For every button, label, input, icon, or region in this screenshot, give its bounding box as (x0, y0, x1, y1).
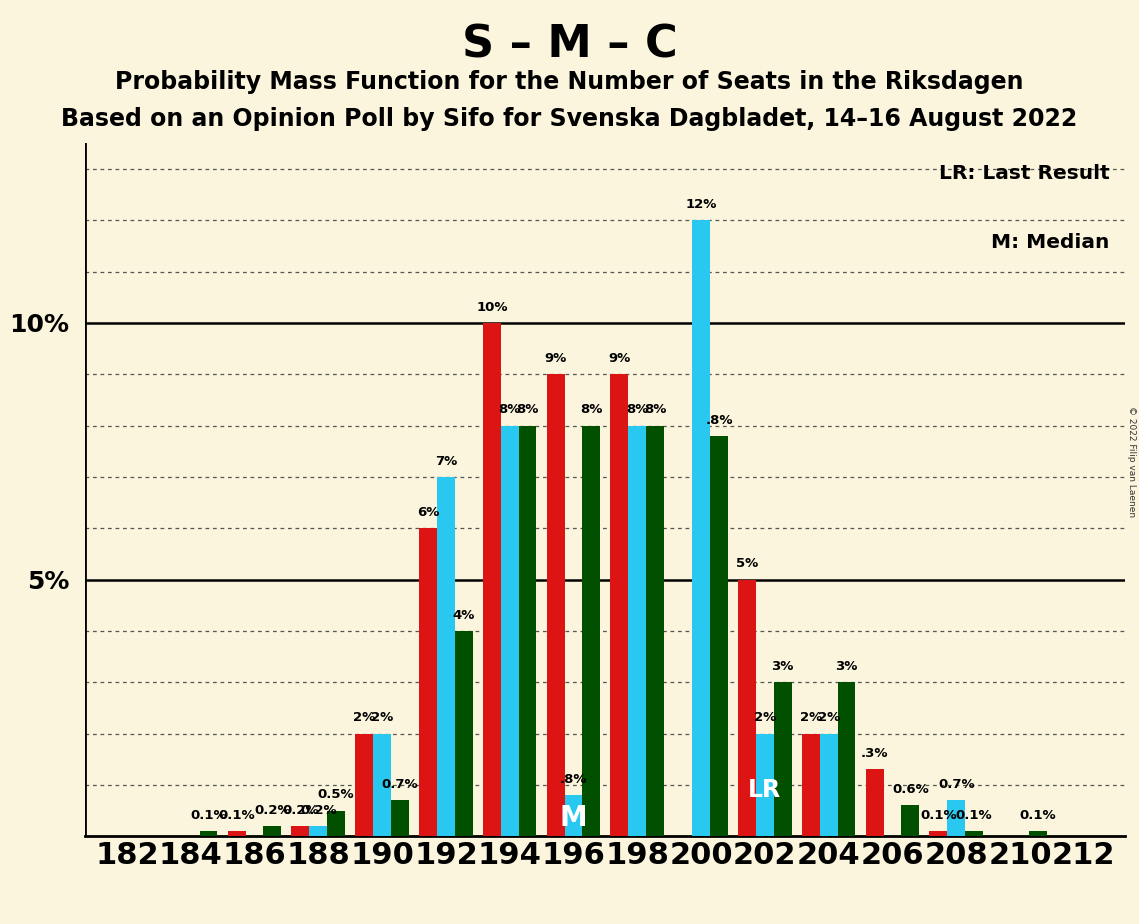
Bar (310, 826, 327, 836)
Bar (292, 826, 310, 836)
Bar (646, 426, 664, 836)
Text: 0.2%: 0.2% (254, 804, 290, 817)
Text: 0.2%: 0.2% (300, 804, 337, 817)
Bar (582, 426, 600, 836)
Text: 2%: 2% (800, 711, 822, 724)
Text: 0.7%: 0.7% (937, 778, 975, 791)
Text: 4%: 4% (452, 609, 475, 622)
Bar (518, 426, 536, 836)
Bar (327, 810, 345, 836)
Text: 10%: 10% (476, 300, 508, 313)
Text: Probability Mass Function for the Number of Seats in the Riksdagen: Probability Mass Function for the Number… (115, 70, 1024, 94)
Bar (374, 734, 391, 836)
Text: 5%: 5% (736, 557, 759, 570)
Text: Based on an Opinion Poll by Sifo for Svenska Dagbladet, 14–16 August 2022: Based on an Opinion Poll by Sifo for Sve… (62, 107, 1077, 131)
Text: 7%: 7% (435, 455, 457, 468)
Bar (355, 734, 374, 836)
Text: .3%: .3% (861, 748, 888, 760)
Text: M: Median: M: Median (991, 234, 1109, 252)
Bar (965, 831, 983, 836)
Text: 3%: 3% (771, 660, 794, 673)
Text: © 2022 Filip van Laenen: © 2022 Filip van Laenen (1126, 407, 1136, 517)
Text: 8%: 8% (516, 403, 539, 417)
Bar (199, 831, 218, 836)
Bar (802, 734, 820, 836)
Bar (483, 322, 501, 836)
Bar (263, 826, 281, 836)
Text: 0.1%: 0.1% (1019, 808, 1056, 821)
Text: 0.1%: 0.1% (956, 808, 992, 821)
Text: .8%: .8% (705, 414, 732, 427)
Text: 2%: 2% (353, 711, 376, 724)
Bar (837, 682, 855, 836)
Bar (866, 770, 884, 836)
Text: LR: Last Result: LR: Last Result (939, 164, 1109, 183)
Bar (454, 631, 473, 836)
Text: .8%: .8% (559, 772, 588, 786)
Text: 8%: 8% (499, 403, 521, 417)
Text: 8%: 8% (580, 403, 603, 417)
Text: 9%: 9% (544, 352, 567, 365)
Text: 0.5%: 0.5% (318, 788, 354, 801)
Text: M: M (559, 804, 588, 832)
Bar (693, 220, 710, 836)
Bar (901, 806, 919, 836)
Text: 8%: 8% (644, 403, 666, 417)
Bar (419, 529, 437, 836)
Text: 2%: 2% (818, 711, 839, 724)
Text: 0.1%: 0.1% (190, 808, 227, 821)
Text: 0.2%: 0.2% (282, 804, 319, 817)
Bar (547, 374, 565, 836)
Text: LR: LR (748, 778, 781, 802)
Bar (929, 831, 948, 836)
Bar (948, 800, 965, 836)
Text: 3%: 3% (835, 660, 858, 673)
Text: 0.1%: 0.1% (219, 808, 255, 821)
Text: 0.7%: 0.7% (382, 778, 418, 791)
Text: 12%: 12% (686, 198, 716, 211)
Text: 2%: 2% (371, 711, 393, 724)
Text: 0.6%: 0.6% (892, 784, 928, 796)
Text: 0.1%: 0.1% (920, 808, 957, 821)
Bar (1029, 831, 1047, 836)
Bar (773, 682, 792, 836)
Text: S – M – C: S – M – C (461, 23, 678, 67)
Bar (820, 734, 837, 836)
Text: 9%: 9% (608, 352, 631, 365)
Bar (611, 374, 629, 836)
Text: 2%: 2% (754, 711, 776, 724)
Bar (501, 426, 518, 836)
Bar (565, 796, 582, 836)
Bar (756, 734, 773, 836)
Text: 6%: 6% (417, 506, 440, 519)
Text: 8%: 8% (626, 403, 648, 417)
Bar (710, 436, 728, 836)
Bar (629, 426, 646, 836)
Bar (228, 831, 246, 836)
Bar (738, 579, 756, 836)
Bar (437, 477, 454, 836)
Bar (391, 800, 409, 836)
